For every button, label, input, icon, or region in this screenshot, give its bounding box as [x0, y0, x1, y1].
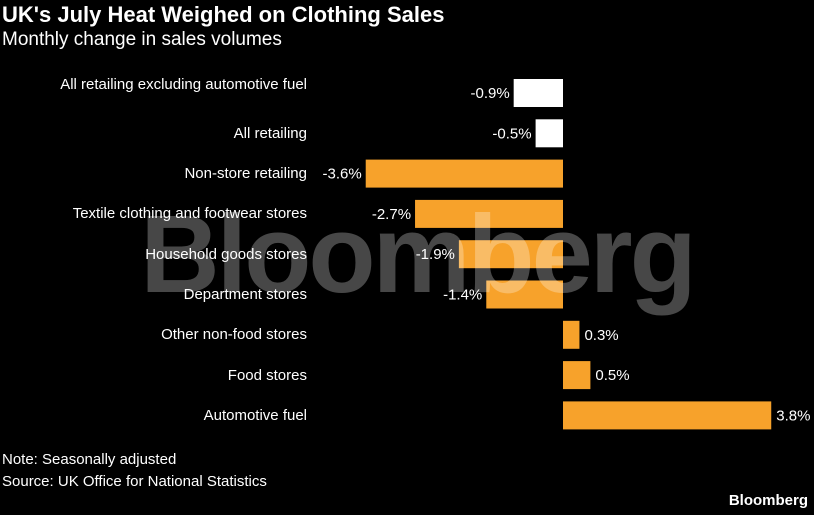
bar — [365, 159, 563, 188]
bloomberg-logo: Bloomberg — [728, 492, 808, 509]
bar — [535, 119, 563, 148]
bar — [513, 79, 563, 107]
category-label: Food stores — [227, 366, 307, 384]
category-label: Household goods stores — [145, 245, 307, 263]
category-label: Textile clothing and footwear stores — [72, 205, 307, 223]
category-label: Non-store retailing — [184, 165, 307, 183]
bar-value-label: -1.9% — [416, 246, 455, 263]
chart-subtitle: Monthly change in sales volumes — [2, 29, 282, 50]
category-label: All retailing excluding automotive fuel — [60, 76, 307, 93]
bar-value-label: -1.4% — [443, 287, 482, 304]
bar — [563, 361, 591, 390]
footnote: Note: Seasonally adjusted — [2, 451, 177, 468]
bar-value-label: 0.3% — [584, 327, 618, 344]
bar — [458, 240, 563, 269]
category-label: All retailing — [233, 124, 307, 142]
category-label: Other non-food stores — [161, 326, 307, 344]
chart-title: UK's July Heat Weighed on Clothing Sales — [2, 2, 445, 27]
category-label: Automotive fuel — [203, 406, 307, 424]
bar-value-label: -0.9% — [470, 85, 509, 102]
category-label: Department stores — [183, 286, 307, 303]
bar-value-label: 0.5% — [595, 367, 629, 384]
bar — [563, 320, 580, 349]
bar-value-label: 3.8% — [776, 407, 810, 424]
bar — [415, 199, 563, 228]
bar-value-label: -2.7% — [372, 206, 411, 223]
source-note: Source: UK Office for National Statistic… — [2, 473, 267, 490]
bar — [563, 401, 772, 430]
bar-value-label: -3.6% — [323, 166, 362, 183]
bar-value-label: -0.5% — [492, 125, 531, 142]
bar — [486, 280, 563, 309]
